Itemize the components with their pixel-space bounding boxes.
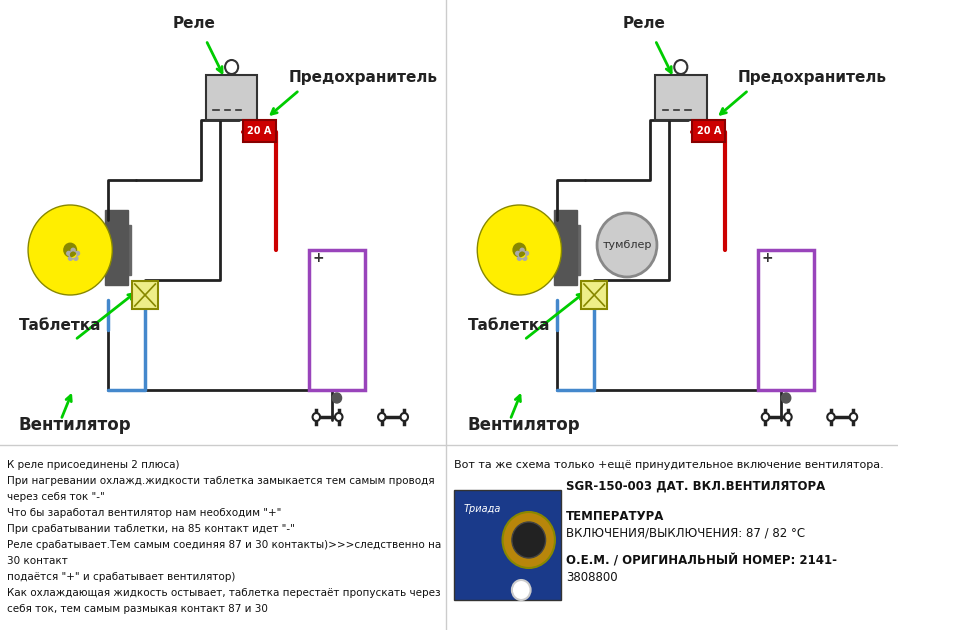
Text: ✿: ✿ bbox=[514, 246, 530, 265]
Text: SGR-150-003 ДАТ. ВКЛ.ВЕНТИЛЯТОРА: SGR-150-003 ДАТ. ВКЛ.ВЕНТИЛЯТОРА bbox=[566, 480, 826, 493]
Text: Как охлаждающая жидкость остывает, таблетка перестаёт пропускать через: Как охлаждающая жидкость остывает, табле… bbox=[8, 588, 441, 598]
Text: Предохранитель: Предохранитель bbox=[288, 70, 437, 85]
Text: +: + bbox=[313, 251, 324, 265]
Text: себя ток, тем самым размыкая контакт 87 и 30: себя ток, тем самым размыкая контакт 87 … bbox=[8, 604, 269, 614]
Text: ✿: ✿ bbox=[65, 246, 82, 265]
Circle shape bbox=[64, 243, 77, 257]
Circle shape bbox=[828, 413, 835, 421]
Circle shape bbox=[378, 413, 386, 421]
Circle shape bbox=[313, 413, 320, 421]
Text: Таблетка: Таблетка bbox=[18, 318, 101, 333]
Text: Реле: Реле bbox=[173, 16, 216, 31]
Circle shape bbox=[479, 230, 517, 270]
Text: Что бы заработал вентилятор нам необходим "+": Что бы заработал вентилятор нам необходи… bbox=[8, 508, 282, 518]
Bar bbox=[309, 250, 365, 390]
Circle shape bbox=[72, 230, 110, 270]
Text: 20 А: 20 А bbox=[248, 126, 272, 136]
Text: Вентилятор: Вентилятор bbox=[18, 416, 132, 434]
Bar bbox=[758, 250, 814, 390]
Text: Триада: Триада bbox=[464, 504, 500, 514]
Circle shape bbox=[502, 512, 555, 568]
Circle shape bbox=[512, 522, 545, 558]
Circle shape bbox=[597, 213, 657, 277]
Circle shape bbox=[512, 580, 531, 600]
Text: 30 контакт: 30 контакт bbox=[8, 556, 68, 566]
Circle shape bbox=[51, 252, 89, 293]
Bar bbox=[110, 225, 131, 275]
Bar bbox=[692, 120, 725, 142]
Circle shape bbox=[335, 413, 343, 421]
Text: +: + bbox=[761, 251, 774, 265]
Bar bbox=[581, 281, 608, 309]
Circle shape bbox=[225, 60, 238, 74]
Circle shape bbox=[513, 243, 526, 257]
Text: Вот та же схема только +ещё принудительное включение вентилятора.: Вот та же схема только +ещё принудительн… bbox=[454, 460, 883, 470]
Text: Реле: Реле bbox=[622, 16, 665, 31]
Text: подаётся "+" и срабатывает вентилятор): подаётся "+" и срабатывает вентилятор) bbox=[8, 572, 236, 582]
Text: 20 А: 20 А bbox=[697, 126, 721, 136]
Bar bbox=[454, 490, 562, 600]
Bar bbox=[205, 75, 257, 120]
Text: Реле срабатывает.Тем самым соединяя 87 и 30 контакты)>>>следственно на: Реле срабатывает.Тем самым соединяя 87 и… bbox=[8, 540, 442, 550]
Bar bbox=[655, 75, 707, 120]
Text: 3808800: 3808800 bbox=[566, 571, 618, 584]
Text: К реле присоединены 2 плюса): К реле присоединены 2 плюса) bbox=[8, 460, 180, 470]
Circle shape bbox=[500, 207, 539, 248]
Text: ТЕМПЕРАТУРА: ТЕМПЕРАТУРА bbox=[566, 510, 664, 523]
Bar bbox=[243, 120, 276, 142]
Circle shape bbox=[781, 393, 791, 403]
Text: О.Е.М. / ОРИГИНАЛЬНЫЙ НОМЕР: 2141-: О.Е.М. / ОРИГИНАЛЬНЫЙ НОМЕР: 2141- bbox=[566, 555, 837, 568]
Circle shape bbox=[674, 60, 687, 74]
Text: Предохранитель: Предохранитель bbox=[737, 70, 886, 85]
Text: ВКЛЮЧЕНИЯ/ВЫКЛЮЧЕНИЯ: 87 / 82 °С: ВКЛЮЧЕНИЯ/ВЫКЛЮЧЕНИЯ: 87 / 82 °С bbox=[566, 526, 805, 539]
Text: тумблер: тумблер bbox=[602, 240, 652, 250]
Circle shape bbox=[28, 205, 112, 295]
Circle shape bbox=[477, 205, 562, 295]
Bar bbox=[560, 225, 580, 275]
Text: При нагревании охлажд.жидкости таблетка замыкается тем самым проводя: При нагревании охлажд.жидкости таблетка … bbox=[8, 476, 435, 486]
Circle shape bbox=[761, 413, 769, 421]
Bar bbox=[132, 281, 158, 309]
Circle shape bbox=[784, 413, 792, 421]
Circle shape bbox=[400, 413, 408, 421]
Text: Вентилятор: Вентилятор bbox=[468, 416, 581, 434]
Circle shape bbox=[51, 207, 89, 248]
Bar bbox=[554, 210, 577, 285]
Text: Таблетка: Таблетка bbox=[468, 318, 550, 333]
Bar bbox=[105, 210, 129, 285]
Text: При срабатывании таблетки, на 85 контакт идет "-": При срабатывании таблетки, на 85 контакт… bbox=[8, 524, 296, 534]
Circle shape bbox=[521, 230, 560, 270]
Circle shape bbox=[30, 230, 68, 270]
Circle shape bbox=[850, 413, 857, 421]
Circle shape bbox=[332, 393, 342, 403]
Text: через себя ток "-": через себя ток "-" bbox=[8, 492, 106, 502]
Circle shape bbox=[500, 252, 539, 293]
